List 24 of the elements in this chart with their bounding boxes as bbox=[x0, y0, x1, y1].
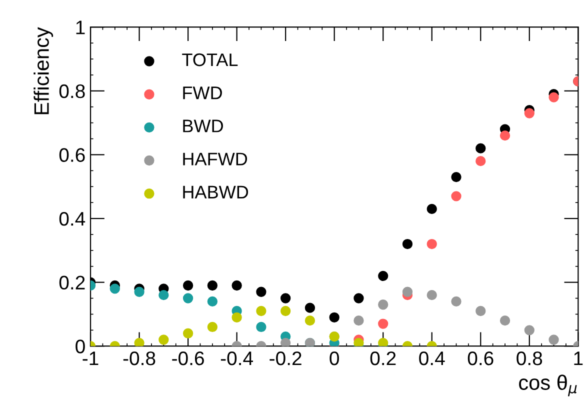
x-tick-label: 0.4 bbox=[419, 351, 445, 366]
y-tick-label: 0 bbox=[76, 340, 85, 354]
legend-label: FWD bbox=[183, 86, 222, 100]
y-axis-title: Efficiency bbox=[34, 27, 54, 114]
x-tick-label: 1 bbox=[574, 352, 583, 366]
x-tick-label: 0.6 bbox=[468, 351, 494, 366]
legend-label: HABWD bbox=[183, 186, 248, 198]
x-tick-label: 0.2 bbox=[370, 351, 396, 366]
x-tick-label: -0.8 bbox=[123, 351, 156, 366]
y-tick-label: 0.6 bbox=[59, 148, 85, 162]
legend-label: HAFWD bbox=[183, 152, 248, 166]
x-tick-label: -1 bbox=[82, 352, 98, 366]
y-tick-label: 0.4 bbox=[59, 212, 86, 226]
x-tick-label: 0.8 bbox=[516, 351, 542, 366]
legend-label: BWD bbox=[183, 120, 223, 132]
y-tick-label: 0.8 bbox=[59, 84, 85, 98]
y-tick-label: 0.2 bbox=[59, 276, 85, 290]
x-tick-label: -0.6 bbox=[172, 351, 204, 366]
legend-label: TOTAL bbox=[182, 53, 238, 66]
x-tick-label: -0.4 bbox=[220, 351, 253, 366]
x-axis-title: cos θ$_{μ}$ bbox=[519, 374, 577, 396]
y-tick-label: 1 bbox=[76, 20, 85, 34]
x-tick-label: -0.2 bbox=[270, 351, 302, 366]
x-tick-label: 0 bbox=[330, 351, 339, 366]
